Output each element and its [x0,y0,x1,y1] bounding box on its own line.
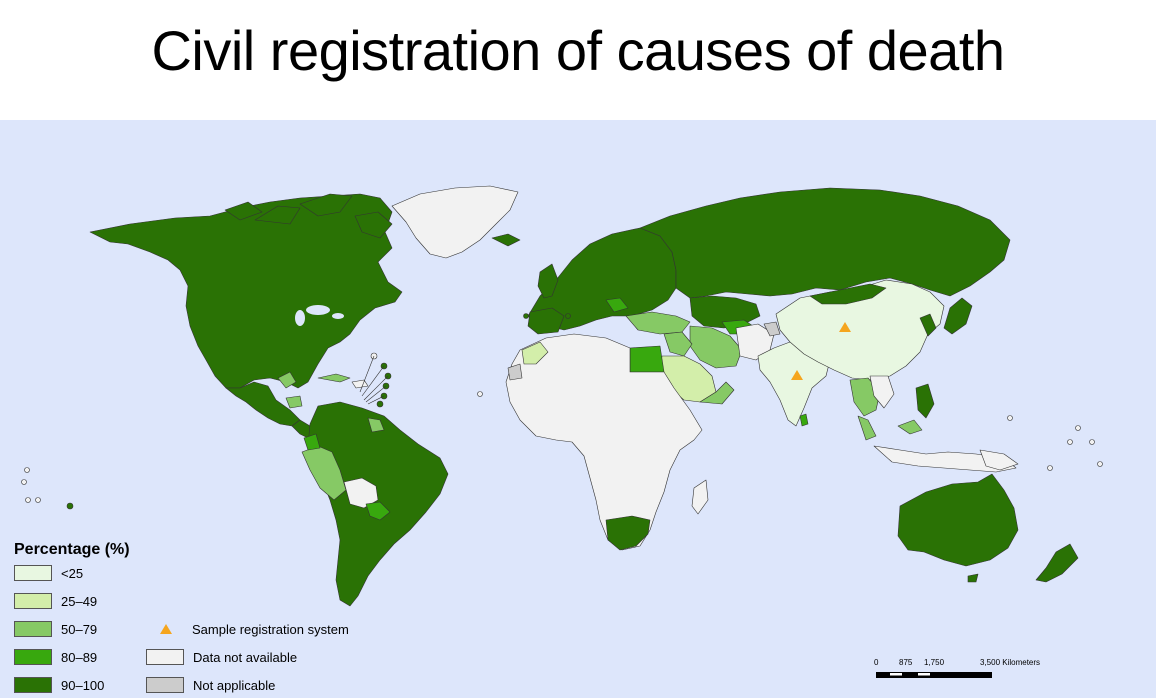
region-oman-yemen [699,381,735,405]
region-malaysia [857,415,923,441]
region-iraq-syria [663,331,693,357]
region-indonesia [873,445,1017,473]
region-ecuador [303,433,321,451]
region-iberia [527,307,565,335]
legend-label: 90–100 [61,677,105,693]
scale-tick-label: 1,750 [924,658,945,667]
legend-item-50-79: 50–79 [14,619,97,639]
legend-item-sample-registration: Sample registration system [160,619,349,639]
triangle-icon [160,624,172,634]
legend-item-25-49: 25–49 [14,591,97,611]
scale-bar: 0 875 1,750 3,500 Kilometers [874,658,1054,688]
map-canvas [21,185,1103,607]
region-balkans [605,297,629,313]
region-greenland [391,185,519,259]
legend-swatch [14,621,52,637]
region-tasmania [967,573,979,583]
legend-swatch [146,677,184,693]
region-mongolia [809,283,887,305]
legend-label: 80–89 [61,649,98,665]
region-philippines [915,383,935,419]
region-caribbean-2 [285,395,303,409]
legend-swatch [14,677,52,693]
region-sri-lanka [799,413,809,427]
region-canadian-islands [224,193,393,239]
legend-swatch [146,649,184,665]
world-map [0,120,1156,698]
region-cuba [317,373,351,383]
legend-swatch [14,593,52,609]
legend-item-80-89: 80–89 [14,647,97,667]
legend-label: Sample registration system [192,621,349,637]
region-caribbean [351,379,369,389]
legend-label: 25–49 [61,593,98,609]
scale-tick-label: 0 [874,658,879,667]
region-uk [537,263,559,299]
region-indochina [869,375,895,409]
sample-registration-marker-india [791,370,803,380]
region-kashmir [763,321,781,337]
region-north-america [89,193,403,389]
scale-tick-label: 3,500 Kilometers [980,658,1041,667]
legend-item-90-100: 90–100 [14,675,104,695]
region-new-guinea [979,449,1019,471]
region-iceland [491,233,521,247]
legend-title: Percentage (%) [14,541,130,558]
region-australia [897,473,1019,567]
legend-item-lt25: <25 [14,563,83,583]
region-russia [639,187,1011,299]
region-turkey [625,311,691,335]
legend-label: Data not available [193,649,298,665]
region-africa [505,333,703,551]
page-title: Civil registration of causes of death [151,19,1005,82]
legend-label: 50–79 [61,621,98,637]
region-japan [943,297,973,335]
region-iran [689,325,743,369]
region-morocco [521,341,549,365]
region-western-sahara [507,363,523,381]
region-paraguay [365,501,391,521]
sample-registration-marker-china [839,322,851,332]
region-egypt [629,345,665,373]
region-south-africa [605,515,651,551]
region-madagascar [691,479,709,515]
region-guatemala [277,371,297,389]
scale-bar-graphic [876,672,992,678]
region-new-zealand [1035,543,1079,583]
legend-label: <25 [61,565,84,581]
region-guyana [367,417,385,433]
legend-item-data-not-available: Data not available [146,647,297,667]
legend-swatch [14,649,52,665]
legend-item-not-applicable: Not applicable [146,675,275,695]
region-bolivia [343,477,379,509]
legend-label: Not applicable [193,677,276,693]
legend-swatch [14,565,52,581]
scale-tick-label: 875 [899,658,913,667]
region-korea [919,313,937,337]
